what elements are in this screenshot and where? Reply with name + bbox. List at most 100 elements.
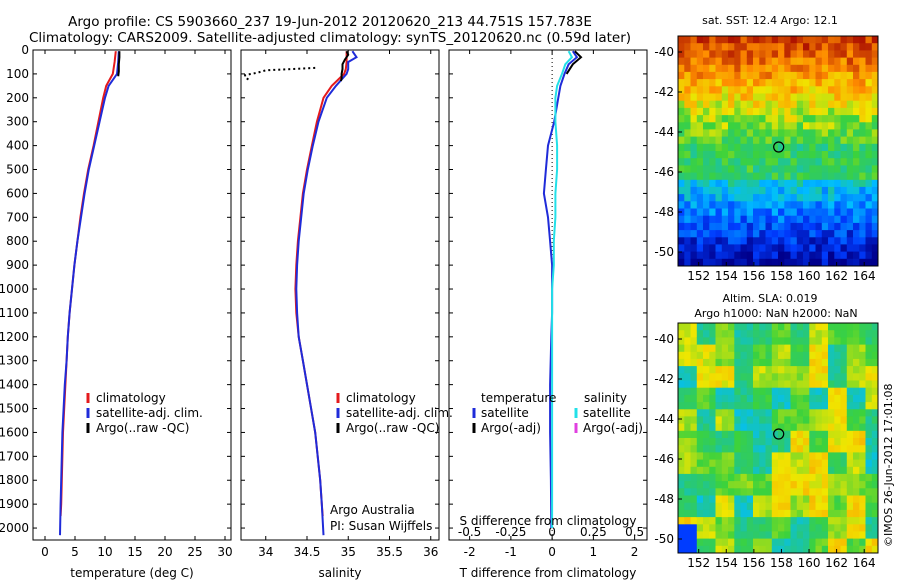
map-cell: [865, 230, 873, 238]
map-cell: [678, 402, 685, 410]
map-cell: [865, 57, 873, 66]
map-cell: [796, 158, 804, 166]
map-cell: [840, 165, 848, 173]
map-cell: [803, 57, 810, 66]
map-cell: [834, 71, 841, 80]
map-cell: [759, 57, 766, 66]
map-cell: [734, 186, 741, 195]
map-cell: [696, 230, 704, 238]
map-cell: [715, 244, 723, 252]
map-cell: [784, 509, 791, 518]
map-cell: [721, 438, 729, 446]
map-cell: [846, 430, 854, 439]
map-cell: [684, 373, 691, 381]
map-cell: [846, 373, 854, 381]
map-cell: [709, 158, 716, 166]
map-cell: [778, 215, 785, 224]
map-cell: [778, 409, 785, 417]
map-cell: [765, 50, 773, 58]
map-cell: [753, 373, 760, 381]
map-cell: [765, 402, 773, 410]
map-cell: [709, 57, 716, 66]
map-cell: [846, 459, 854, 468]
map-cell: [678, 481, 685, 489]
map-cell: [721, 122, 729, 130]
map-cell: [678, 358, 685, 367]
map-cell: [853, 402, 860, 410]
map-cell: [809, 230, 816, 238]
sla-map-title: Altim. SLA: 0.019: [722, 292, 817, 305]
map-cell: [865, 208, 873, 217]
map-cell: [871, 409, 879, 417]
map-cell: [846, 43, 854, 51]
map-cell: [828, 488, 835, 496]
map-cell: [871, 517, 879, 525]
map-cell: [684, 258, 691, 267]
map-cell: [765, 502, 773, 511]
map-cell: [809, 186, 816, 195]
map-cell: [696, 337, 704, 345]
map-cell: [840, 416, 848, 424]
map-cell: [803, 337, 810, 345]
map-cell: [803, 459, 810, 468]
map-cell: [803, 100, 810, 109]
map-cell: [703, 79, 710, 87]
map-cell: [828, 481, 835, 489]
map-cell: [834, 186, 841, 195]
map-cell: [821, 524, 829, 532]
map-cell: [784, 517, 791, 525]
map-cell: [815, 402, 823, 410]
map-cell: [865, 495, 873, 504]
map-cell: [871, 251, 879, 260]
map-cell: [771, 36, 779, 44]
map-cell: [846, 416, 854, 424]
map-cell: [703, 165, 710, 173]
map-cell: [740, 194, 748, 202]
map-cell: [815, 50, 823, 58]
map-cell: [740, 165, 748, 173]
map-cell: [778, 423, 785, 432]
map-cell: [803, 151, 810, 159]
map-cell: [853, 373, 860, 381]
map-x-tick-label: 162: [825, 556, 848, 570]
salinity-sat-line: [295, 50, 358, 536]
map-cell: [790, 79, 798, 87]
map-cell: [865, 237, 873, 245]
map-cell: [821, 502, 829, 511]
map-cell: [684, 481, 691, 489]
map-cell: [840, 538, 848, 547]
map-cell: [678, 93, 685, 102]
map-cell: [840, 222, 848, 231]
map-cell: [734, 409, 741, 417]
map-cell: [784, 438, 791, 446]
map-cell: [790, 502, 798, 511]
map-cell: [728, 323, 735, 331]
map-cell: [871, 136, 879, 145]
map-cell: [690, 64, 698, 73]
map-cell: [734, 344, 741, 353]
legend-argo-label: Argo(..raw -QC): [96, 421, 189, 435]
y-tick-label: 300: [6, 115, 29, 129]
map-cell: [765, 179, 773, 188]
map-cell: [871, 43, 879, 51]
map-cell: [790, 64, 798, 73]
map-cell: [709, 438, 716, 446]
map-cell: [678, 509, 685, 518]
map-cell: [815, 244, 823, 252]
map-cell: [696, 100, 704, 109]
map-cell: [715, 57, 723, 66]
map-cell: [796, 172, 804, 181]
map-cell: [790, 466, 798, 475]
map-cell: [859, 186, 866, 195]
map-cell: [821, 531, 829, 539]
map-cell: [784, 452, 791, 460]
map-cell: [784, 466, 791, 475]
map-cell: [803, 107, 810, 116]
map-cell: [759, 222, 766, 231]
map-cell: [765, 344, 773, 353]
map-cell: [853, 151, 860, 159]
map-cell: [759, 201, 766, 209]
legend-salinity-title: salinity: [584, 391, 627, 405]
map-cell: [703, 387, 710, 396]
map-cell: [721, 230, 729, 238]
